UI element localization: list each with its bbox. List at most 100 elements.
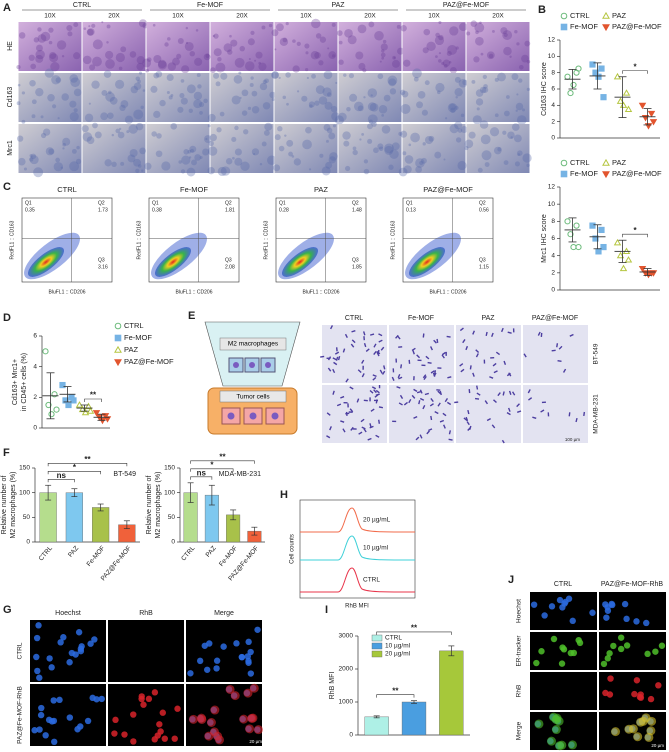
texture [480,134,491,145]
texture [301,95,308,102]
texture [401,90,409,98]
texture [480,52,484,56]
plot-title: CTRL [57,185,77,194]
texture [515,102,524,111]
texture [500,27,508,35]
texture [486,51,495,60]
texture [220,72,228,80]
cell [369,389,374,394]
y-axis-label: M2 macrophages (%) [10,472,17,539]
y-tick-label: 0 [551,287,555,294]
texture [308,101,315,108]
texture [348,73,355,79]
group-label: PAZ [331,2,345,9]
cell [332,390,335,395]
row-label: HE [7,41,14,51]
texture [48,40,53,45]
cell [541,612,548,619]
quadrant-value: 0.38 [152,207,162,213]
legend-marker [560,170,568,178]
data-point [616,97,625,104]
texture [325,139,329,143]
texture [231,136,237,143]
cell [448,430,452,435]
texture [475,89,484,97]
cell [558,660,566,667]
texture [343,140,350,147]
texture [156,133,162,139]
quadrant-label: Q3 [479,258,486,264]
cell [527,389,531,394]
cell [98,695,105,703]
cell [429,403,434,407]
x-tick-label: Fe-MOF [86,545,107,568]
texture [17,157,26,166]
data-point [613,238,622,246]
quadrant-value: 1.73 [98,207,108,213]
texture [379,60,382,63]
cell [239,714,249,724]
micrograph [402,73,466,122]
cell [383,365,386,370]
significance-bracket [190,476,213,480]
texture [426,41,436,52]
texture [293,158,301,166]
texture [234,125,239,131]
texture [367,123,373,130]
cell [351,339,356,344]
cell [370,408,375,412]
texture [277,126,283,132]
cell [546,736,556,746]
cell [610,642,617,650]
cell [75,629,83,636]
texture [271,98,275,102]
cell [365,348,370,352]
texture [109,96,118,105]
texture [349,93,358,102]
y-tick-label: 3000 [339,633,354,640]
cell [358,431,363,435]
quadrant-value: 1.15 [479,265,489,271]
y-tick-label: 10 [548,53,556,60]
texture [422,142,426,146]
legend-label: PAZ@Fe-MOF [612,22,662,31]
texture [442,59,451,67]
legend-swatch [371,650,383,658]
texture [118,66,123,71]
data-point [624,256,633,263]
texture [398,131,403,136]
texture [274,134,281,141]
y-tick-label: 4 [551,252,555,259]
data-point [619,101,628,108]
texture [244,61,255,71]
texture [410,132,420,143]
cell [34,667,41,675]
cell [631,690,638,698]
cell [138,695,145,703]
y-tick-label: 12 [548,184,556,191]
texture [153,110,161,119]
cell [361,426,366,430]
texture [511,123,520,131]
texture [310,50,320,60]
column-label: PAZ@Fe-MOF-RhB [601,581,664,588]
cell [373,351,377,356]
cell-density [154,247,192,277]
texture [288,151,293,157]
significance-bracket [47,462,128,467]
texture [412,68,422,79]
legend-marker [114,359,122,367]
texture [309,104,313,108]
cell [50,697,57,704]
texture [44,68,54,78]
texture [120,46,127,53]
histogram-curve [300,507,416,533]
data-point [598,65,605,72]
texture [509,55,512,58]
cell [474,397,480,400]
cell [419,389,423,394]
texture [285,72,291,78]
cell [611,727,621,737]
texture [141,169,144,173]
texture [314,51,321,59]
